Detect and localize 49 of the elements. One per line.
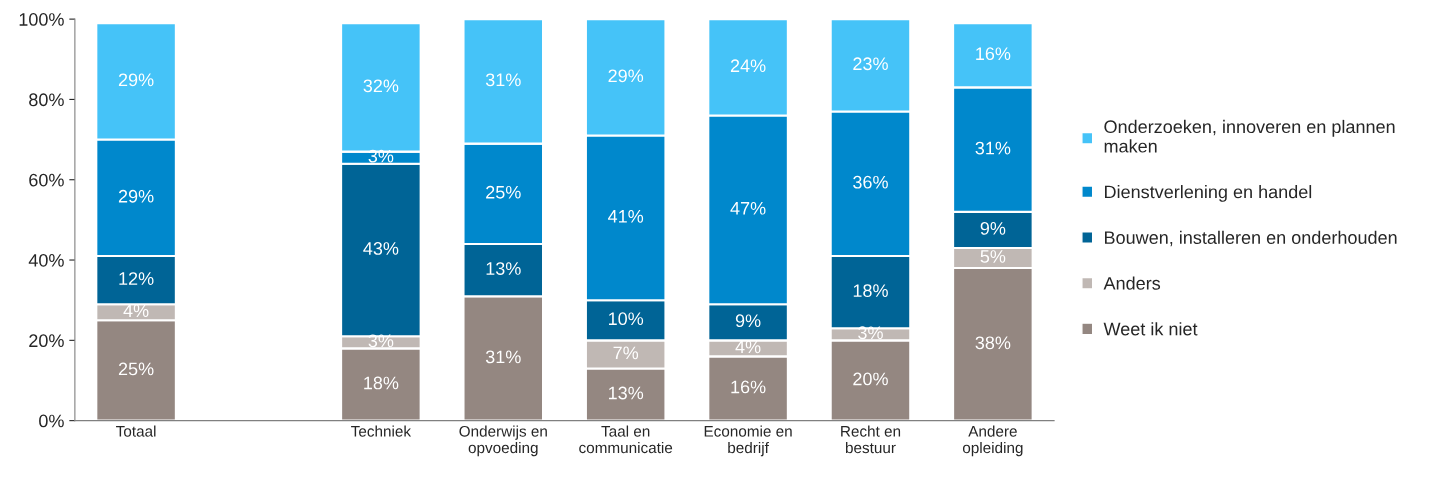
- data-label: 16%: [731, 380, 766, 394]
- data-label: 41%: [608, 210, 644, 223]
- data-label: 16%: [976, 47, 1011, 61]
- legend-label: Weet ik niet: [1103, 322, 1198, 336]
- y-tick-label: 100%: [19, 13, 64, 26]
- y-tick-label: 0%: [39, 414, 64, 428]
- x-tick-label: Totaal: [116, 425, 156, 437]
- y-tick-label: 20%: [29, 334, 64, 348]
- data-label: 31%: [485, 73, 521, 87]
- data-label: 29%: [608, 69, 644, 83]
- data-label: 4%: [735, 340, 761, 354]
- data-label: 9%: [980, 221, 1006, 235]
- data-label: 31%: [975, 141, 1011, 155]
- legend-label: Dienstverlening en handel: [1105, 185, 1312, 202]
- data-label: 32%: [363, 79, 399, 93]
- x-tick-label: Andere opleiding: [962, 425, 1023, 457]
- data-label: 5%: [980, 250, 1006, 263]
- data-label: 4%: [123, 304, 149, 318]
- legend-label: Onderzoeken, innoveren en plannen maken: [1104, 119, 1395, 153]
- data-label: 18%: [853, 284, 888, 297]
- data-label: 18%: [364, 376, 399, 390]
- legend-label: Anders: [1103, 276, 1161, 290]
- data-label: 38%: [975, 336, 1011, 350]
- x-tick-label: Onderwijs en opvoeding: [459, 425, 547, 457]
- x-tick-label: Techniek: [351, 425, 412, 437]
- data-label: 13%: [608, 386, 644, 400]
- data-label: 29%: [118, 189, 154, 203]
- x-tick-label: Taal en communicatie: [579, 425, 673, 454]
- data-label: 31%: [485, 350, 521, 364]
- data-label: 47%: [730, 201, 766, 215]
- y-tick-label: 60%: [29, 173, 64, 187]
- x-tick-label: Economie en bedrijf: [704, 425, 792, 457]
- data-label: 7%: [613, 346, 639, 360]
- y-tick-label: 40%: [28, 253, 64, 267]
- data-label: 9%: [735, 314, 761, 328]
- data-label: 24%: [730, 59, 766, 73]
- data-label: 25%: [118, 362, 154, 376]
- data-label: 10%: [608, 312, 644, 326]
- data-label: 25%: [486, 185, 521, 199]
- data-label: 29%: [118, 73, 154, 87]
- data-label: 20%: [853, 372, 888, 386]
- data-label: 13%: [486, 262, 521, 275]
- data-label: 43%: [363, 242, 399, 255]
- data-label: 12%: [119, 272, 154, 285]
- y-tick-label: 80%: [29, 93, 64, 107]
- x-tick-label: Recht en bestuur: [841, 425, 901, 454]
- legend-label: Bouwen, installeren en onderhouden: [1105, 230, 1397, 247]
- data-label: 23%: [853, 57, 888, 71]
- data-label: 36%: [853, 175, 888, 189]
